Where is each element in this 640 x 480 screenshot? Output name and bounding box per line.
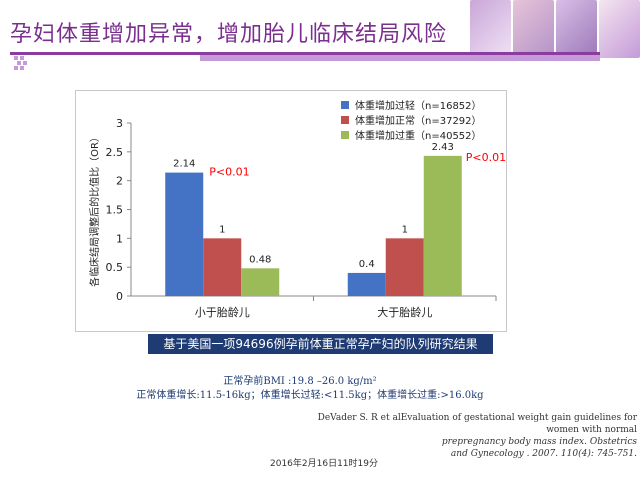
bar-value-label: 1 [402,224,408,235]
legend-swatch [341,101,349,109]
bar [203,238,242,296]
header-photo [470,0,511,58]
y-tick-label: 2.5 [106,146,124,159]
bar [423,155,462,296]
x-tick-label: 小于胎龄儿 [195,305,250,319]
header-photo [556,0,597,58]
bar-value-label: 0.48 [249,254,271,265]
header-photo [599,0,640,58]
legend-swatch [341,131,349,139]
reference: DeVader S. R et alEvaluation of gestatio… [292,412,637,460]
bar-value-label: 2.14 [173,159,195,170]
weight-gain-note: 正常体重增长:11.5-16kg；体重增长过轻:<11.5kg；体重增长过重:>… [136,390,484,401]
legend-label: 体重增加过轻（n=16852） [355,99,482,112]
y-tick-label: 2 [116,175,123,188]
y-tick-label: 3 [116,117,123,130]
p-value-annotation: P<0.01 [209,166,249,179]
reference-line: prepregnancy body mass index. Obstetrics [441,437,637,447]
header-photo [513,0,554,58]
bar [385,238,424,296]
y-tick-label: 0 [116,290,123,303]
decorative-dots [14,56,36,70]
bar-value-label: 2.43 [432,142,454,153]
y-tick-label: 1.5 [106,204,124,217]
p-value-annotation: P<0.01 [466,151,506,164]
slide-title: 孕妇体重增加异常，增加胎儿临床结局风险 [10,22,448,47]
header-accent-bar [200,55,600,61]
legend-label: 体重增加过重（n=40552） [355,129,482,142]
bar-value-label: 1 [219,224,225,235]
y-axis-label: 各临床结局调整后的比值比（OR） [88,132,101,287]
y-tick-label: 1 [116,232,123,245]
chart-frame: 0 0.5 1 1.5 2 2.5 3 各临床结局调整后的比值比（OR） 小于胎龄儿 大于胎龄儿 … [75,90,507,332]
study-caption: 基于美国一项94696例孕前体重正常孕产妇的队列研究结果 [148,334,493,354]
header-photo-strip [470,0,640,58]
bar [347,272,386,296]
reference-line: and Gynecology . 2007. 110(4): 745-751. [450,449,637,459]
legend-label: 体重增加正常（n=37292） [355,114,482,127]
bmi-note: 正常孕前BMI :19.8 –26.0 kg/m² [223,376,377,387]
bar [165,172,204,296]
bar-value-label: 0.4 [359,259,375,270]
y-tick-label: 0.5 [106,261,124,274]
x-tick-label: 大于胎龄儿 [377,305,432,319]
header-divider [10,52,600,55]
date-stamp: 2016年2月16日11时19分 [270,459,378,469]
reference-line: DeVader S. R et alEvaluation of gestatio… [317,413,637,435]
bar [241,268,280,296]
legend-swatch [341,116,349,124]
